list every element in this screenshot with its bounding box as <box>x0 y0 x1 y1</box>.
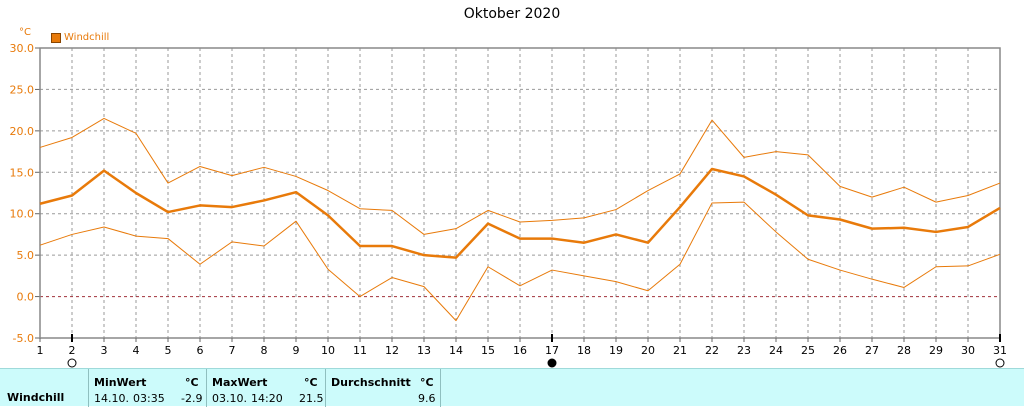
y-tick-label: 10.0 <box>10 208 35 221</box>
summary-bar: Windchill MinWert °C 14.10. 03:35 -2.9 M… <box>0 368 1024 407</box>
series-line-mean <box>39 167 1001 259</box>
x-tick-label: 11 <box>353 344 367 357</box>
min-unit: °C <box>185 376 199 389</box>
max-date: 03.10. <box>212 392 247 405</box>
y-tick-label: 0.0 <box>17 291 35 304</box>
legend-label: Windchill <box>64 32 110 43</box>
x-tick-label: 26 <box>833 344 847 357</box>
series-line-min <box>39 201 1001 322</box>
min-value: -2.9 <box>181 392 203 405</box>
x-tick-label: 14 <box>449 344 463 357</box>
new-moon-icon <box>547 358 557 368</box>
legend-swatch <box>51 32 61 43</box>
summary-label-cell: Windchill <box>0 369 89 407</box>
min-header: MinWert <box>94 376 147 389</box>
x-tick-label: 12 <box>385 344 399 357</box>
x-tick-label: 5 <box>165 344 172 357</box>
avg-unit: °C <box>420 376 434 389</box>
x-tick-label: 19 <box>609 344 623 357</box>
chart-title: Oktober 2020 <box>463 6 561 22</box>
y-axis-unit: °C <box>19 27 31 38</box>
y-tick-label: 20.0 <box>10 125 35 138</box>
y-tick-label: 5.0 <box>17 249 35 262</box>
x-tick-label: 4 <box>133 344 140 357</box>
x-tick-label: 16 <box>513 344 527 357</box>
x-tick-label: 17 <box>545 344 559 357</box>
x-tick-label: 3 <box>101 344 108 357</box>
x-tick-label: 20 <box>641 344 655 357</box>
series-line-max <box>39 117 1001 235</box>
min-value-cell: MinWert °C 14.10. 03:35 -2.9 <box>89 369 207 407</box>
max-value-cell: MaxWert °C 03.10. 14:20 21.5 <box>207 369 326 407</box>
min-time: 03:35 <box>133 392 165 405</box>
y-tick-label: 25.0 <box>10 83 35 96</box>
x-tick-label: 18 <box>577 344 591 357</box>
y-tick-label: -5.0 <box>13 332 34 345</box>
full-moon-icon <box>67 358 77 368</box>
x-tick-label: 10 <box>321 344 335 357</box>
x-tick-label: 27 <box>865 344 879 357</box>
x-tick-label: 15 <box>481 344 495 357</box>
x-tick-label: 9 <box>293 344 300 357</box>
x-tick-label: 25 <box>801 344 815 357</box>
x-tick-label: 1 <box>37 344 44 357</box>
x-tick-label: 6 <box>197 344 204 357</box>
x-tick-label: 21 <box>673 344 687 357</box>
x-tick-label: 13 <box>417 344 431 357</box>
y-tick-label: 30.0 <box>10 42 35 55</box>
summary-row-label: Windchill <box>7 391 65 404</box>
x-tick-label: 28 <box>897 344 911 357</box>
x-tick-label: 22 <box>705 344 719 357</box>
max-unit: °C <box>304 376 318 389</box>
x-tick-label: 2 <box>69 344 76 357</box>
x-tick-label: 7 <box>229 344 236 357</box>
max-time: 14:20 <box>251 392 283 405</box>
x-tick-label: 30 <box>961 344 975 357</box>
chart-plot: -5.00.05.010.015.020.025.030.01 2 3 4 5 6 7 8 9 1… <box>10 42 1007 368</box>
avg-value: 9.6 <box>418 392 436 405</box>
x-tick-label: 31 <box>993 344 1007 357</box>
legend: Windchill <box>51 32 109 43</box>
x-tick-label: 23 <box>737 344 751 357</box>
avg-value-cell: Durchschnitt °C 9.6 <box>326 369 441 407</box>
full-moon-icon <box>995 358 1005 368</box>
x-tick-label: 8 <box>261 344 268 357</box>
x-tick-label: 29 <box>929 344 943 357</box>
max-value: 21.5 <box>299 392 324 405</box>
min-date: 14.10. <box>94 392 129 405</box>
y-tick-label: 15.0 <box>10 166 35 179</box>
max-header: MaxWert <box>212 376 268 389</box>
avg-header: Durchschnitt <box>331 376 411 389</box>
x-tick-label: 24 <box>769 344 783 357</box>
